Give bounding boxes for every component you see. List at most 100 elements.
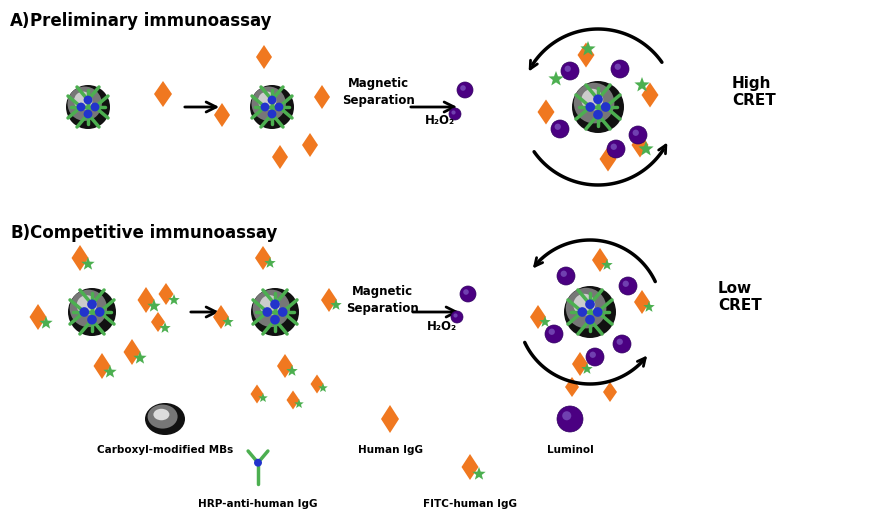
Circle shape — [268, 96, 276, 104]
Circle shape — [545, 325, 563, 343]
Circle shape — [260, 295, 280, 315]
Circle shape — [95, 307, 105, 317]
Polygon shape — [72, 245, 88, 271]
Polygon shape — [635, 77, 650, 91]
Circle shape — [253, 290, 290, 327]
Circle shape — [561, 62, 579, 80]
Circle shape — [551, 120, 569, 138]
Polygon shape — [644, 301, 655, 312]
Circle shape — [250, 85, 294, 129]
Polygon shape — [287, 390, 299, 409]
Circle shape — [615, 64, 621, 70]
Circle shape — [585, 300, 595, 309]
Circle shape — [613, 335, 631, 353]
Text: Low
CRET: Low CRET — [718, 281, 762, 313]
Circle shape — [586, 348, 604, 366]
Polygon shape — [548, 71, 563, 86]
Circle shape — [564, 286, 616, 338]
Circle shape — [585, 102, 595, 112]
Circle shape — [617, 339, 623, 345]
Polygon shape — [256, 45, 272, 69]
Text: Competitive immunoassay: Competitive immunoassay — [30, 224, 277, 242]
Polygon shape — [572, 352, 588, 376]
Circle shape — [589, 352, 596, 358]
Polygon shape — [321, 288, 337, 312]
Circle shape — [87, 315, 97, 325]
Polygon shape — [255, 246, 271, 270]
Polygon shape — [30, 304, 46, 330]
Circle shape — [270, 315, 280, 325]
Circle shape — [67, 87, 102, 121]
Polygon shape — [168, 294, 180, 305]
Circle shape — [562, 411, 571, 420]
Polygon shape — [272, 145, 288, 169]
Circle shape — [572, 81, 624, 133]
Circle shape — [451, 311, 463, 323]
Polygon shape — [530, 305, 546, 329]
Circle shape — [460, 286, 476, 302]
Polygon shape — [213, 305, 229, 329]
Polygon shape — [147, 299, 160, 312]
Circle shape — [623, 281, 629, 287]
Circle shape — [258, 91, 276, 110]
Polygon shape — [151, 312, 165, 332]
Polygon shape — [264, 257, 276, 268]
Circle shape — [561, 270, 567, 277]
Polygon shape — [582, 363, 593, 374]
Polygon shape — [602, 259, 613, 270]
Circle shape — [632, 129, 639, 136]
Text: B): B) — [10, 224, 31, 242]
Polygon shape — [39, 316, 52, 329]
Polygon shape — [603, 382, 617, 402]
Circle shape — [262, 307, 272, 317]
Circle shape — [278, 307, 288, 317]
Circle shape — [74, 91, 92, 110]
Circle shape — [261, 103, 269, 111]
Circle shape — [268, 110, 276, 118]
Text: H₂O₂: H₂O₂ — [425, 114, 455, 127]
Polygon shape — [577, 42, 595, 67]
Polygon shape — [258, 393, 268, 402]
Circle shape — [91, 103, 99, 111]
Polygon shape — [539, 316, 551, 327]
Polygon shape — [473, 467, 486, 480]
Text: HRP-anti-human IgG: HRP-anti-human IgG — [198, 499, 317, 509]
Polygon shape — [318, 383, 328, 392]
Circle shape — [84, 96, 92, 104]
Circle shape — [593, 110, 603, 120]
Circle shape — [607, 140, 625, 158]
Text: H₂O₂: H₂O₂ — [427, 319, 457, 333]
Circle shape — [87, 300, 97, 309]
Polygon shape — [581, 41, 596, 55]
Circle shape — [557, 406, 583, 432]
Polygon shape — [638, 141, 654, 156]
Polygon shape — [302, 133, 318, 157]
Circle shape — [463, 289, 469, 295]
Circle shape — [574, 294, 596, 316]
Circle shape — [251, 288, 299, 336]
Circle shape — [449, 108, 461, 120]
Text: Human IgG: Human IgG — [358, 445, 423, 455]
Polygon shape — [294, 399, 303, 408]
Polygon shape — [133, 351, 146, 364]
Polygon shape — [250, 385, 263, 404]
Polygon shape — [214, 103, 230, 127]
Circle shape — [566, 288, 606, 328]
Circle shape — [564, 66, 571, 72]
Circle shape — [275, 103, 283, 111]
Polygon shape — [330, 299, 342, 310]
Polygon shape — [124, 339, 140, 365]
Circle shape — [548, 329, 555, 335]
Circle shape — [629, 126, 647, 144]
Circle shape — [557, 267, 575, 285]
Circle shape — [457, 82, 473, 98]
Circle shape — [77, 103, 85, 111]
Circle shape — [460, 85, 466, 91]
Polygon shape — [642, 82, 658, 108]
Circle shape — [593, 94, 603, 104]
Polygon shape — [159, 283, 174, 305]
Polygon shape — [461, 454, 479, 480]
Text: Carboxyl-modified MBs: Carboxyl-modified MBs — [97, 445, 233, 455]
Text: A): A) — [10, 12, 31, 30]
Circle shape — [70, 290, 107, 327]
